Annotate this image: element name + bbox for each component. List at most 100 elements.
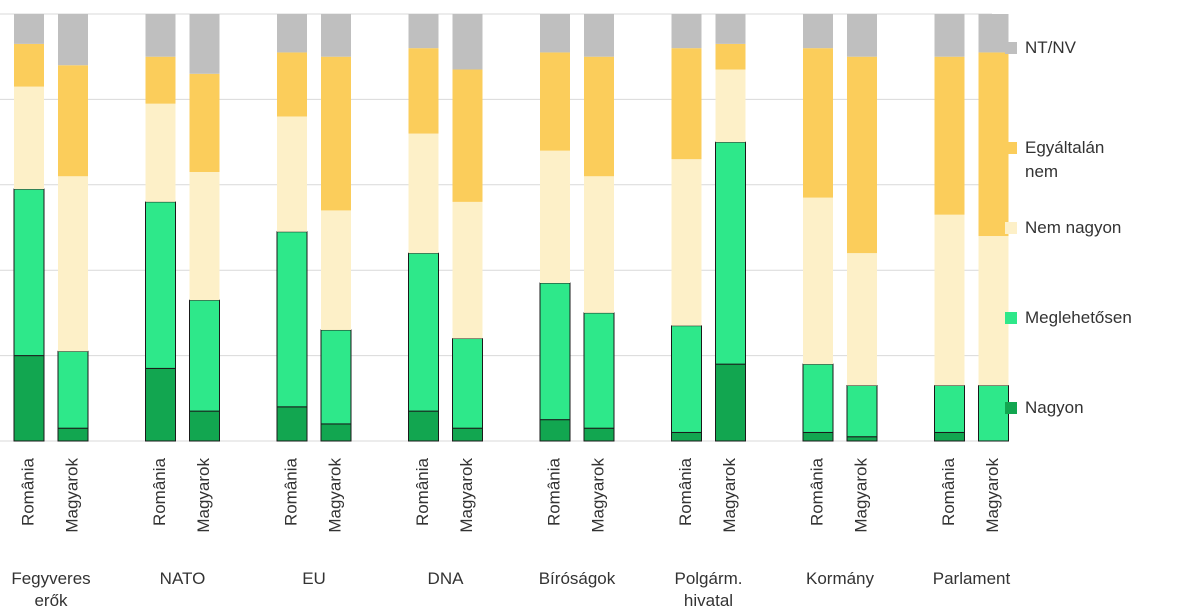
legend-label: Egyáltalán nem <box>1025 138 1105 181</box>
bar-segment <box>803 14 833 49</box>
bar-segment <box>408 14 439 49</box>
bar-segment <box>145 367 176 442</box>
bar-segment <box>276 231 308 408</box>
legend-item: Nagyon <box>1005 396 1135 420</box>
bar-segment <box>802 431 834 442</box>
group-label: Fegyveres erők <box>11 569 91 610</box>
legend-swatch <box>1005 142 1017 154</box>
x-tick-label: România <box>939 457 958 526</box>
bar-segment <box>189 410 220 442</box>
bar-segment <box>58 176 88 352</box>
bar-segment <box>452 338 483 429</box>
bar-segment <box>539 282 571 421</box>
bar-segment <box>189 299 220 412</box>
bar-segment <box>540 14 570 53</box>
bar-segment <box>846 436 878 442</box>
legend-label: Nagyon <box>1025 398 1084 417</box>
bar-segment <box>408 133 439 254</box>
legend-item: NT/NV <box>1005 36 1135 60</box>
x-tick-label: Magyarok <box>851 458 870 533</box>
bar-segment <box>277 116 307 232</box>
bar-segment <box>803 48 833 198</box>
bar-segment <box>584 176 614 313</box>
x-tick-label: Magyarok <box>62 458 81 533</box>
legend-label: Nem nagyon <box>1025 218 1122 237</box>
x-tick-label: Magyarok <box>720 458 739 533</box>
group-label: Kormány <box>805 569 875 588</box>
group-label: DNA <box>427 569 464 588</box>
bar-segment <box>145 201 176 369</box>
bar-segment <box>452 201 483 339</box>
bar-segment <box>145 56 176 104</box>
bar-segment <box>934 384 965 433</box>
bar-segment <box>803 197 833 365</box>
bar-segment <box>540 52 570 151</box>
bar-segment <box>145 14 176 57</box>
group-label: EU <box>302 569 326 588</box>
bar-segment <box>13 188 45 357</box>
x-tick-label: Magyarok <box>457 458 476 533</box>
bar-segment <box>13 355 45 442</box>
x-tick-label: Magyarok <box>325 458 344 533</box>
bar-segment <box>321 56 351 211</box>
bar-segment <box>715 14 746 44</box>
bar-segment <box>189 73 220 172</box>
bar-segment <box>847 14 877 57</box>
bar-segment <box>584 56 614 177</box>
bar-segment <box>539 419 571 442</box>
bar-segment <box>671 159 702 326</box>
bar-segment <box>671 431 702 442</box>
group-label: Polgárm. hivatal <box>674 569 743 610</box>
bar-segment <box>452 427 483 442</box>
bar-segment <box>14 14 44 44</box>
bar-segment <box>671 14 702 49</box>
bar-segment <box>408 48 439 134</box>
bar-segment <box>847 253 877 386</box>
bar-segment <box>408 410 439 442</box>
bar-segment <box>715 69 746 143</box>
legend-swatch <box>1005 312 1017 324</box>
bar-segment <box>978 236 1009 386</box>
bar-segment <box>715 363 746 442</box>
legend-swatch <box>1005 42 1017 54</box>
bar-segment <box>452 14 483 70</box>
bar-segment <box>934 56 965 215</box>
x-tick-label: România <box>150 457 169 526</box>
bar-segment <box>847 56 877 254</box>
bar-segment <box>452 69 483 202</box>
x-tick-label: România <box>544 457 563 526</box>
bar-segment <box>934 214 965 386</box>
x-tick-label: România <box>413 457 432 526</box>
bar-segment <box>934 431 965 442</box>
legend-swatch <box>1005 402 1017 414</box>
bar-segment <box>320 329 352 425</box>
bar-segment <box>540 150 570 284</box>
bar-segment <box>189 14 220 74</box>
x-tick-label: Magyarok <box>194 458 213 533</box>
bar-segment <box>934 14 965 57</box>
bar-segment <box>321 210 351 330</box>
bar-segment <box>57 427 89 442</box>
legend-label: Meglehetősen <box>1025 308 1132 327</box>
group-label: NATO <box>159 569 206 588</box>
legend-item: Meglehetősen <box>1005 306 1135 330</box>
bar-segment <box>978 384 1009 442</box>
x-tick-label: România <box>807 457 826 526</box>
bar-segment <box>57 350 89 429</box>
bar-segment <box>14 86 44 190</box>
legend-item: Nem nagyon <box>1005 216 1135 240</box>
x-tick-label: Magyarok <box>983 458 1002 533</box>
bar-segment <box>276 406 308 442</box>
bar-segment <box>408 252 439 412</box>
bar-segment <box>978 52 1009 237</box>
bar-segment <box>583 312 615 429</box>
bar-segment <box>584 14 614 57</box>
bar-segment <box>802 363 834 433</box>
legend-label: NT/NV <box>1025 38 1076 57</box>
bar-segment <box>715 43 746 70</box>
bar-segment <box>671 325 702 433</box>
x-tick-label: România <box>18 457 37 526</box>
group-label: Parlament <box>932 569 1011 588</box>
